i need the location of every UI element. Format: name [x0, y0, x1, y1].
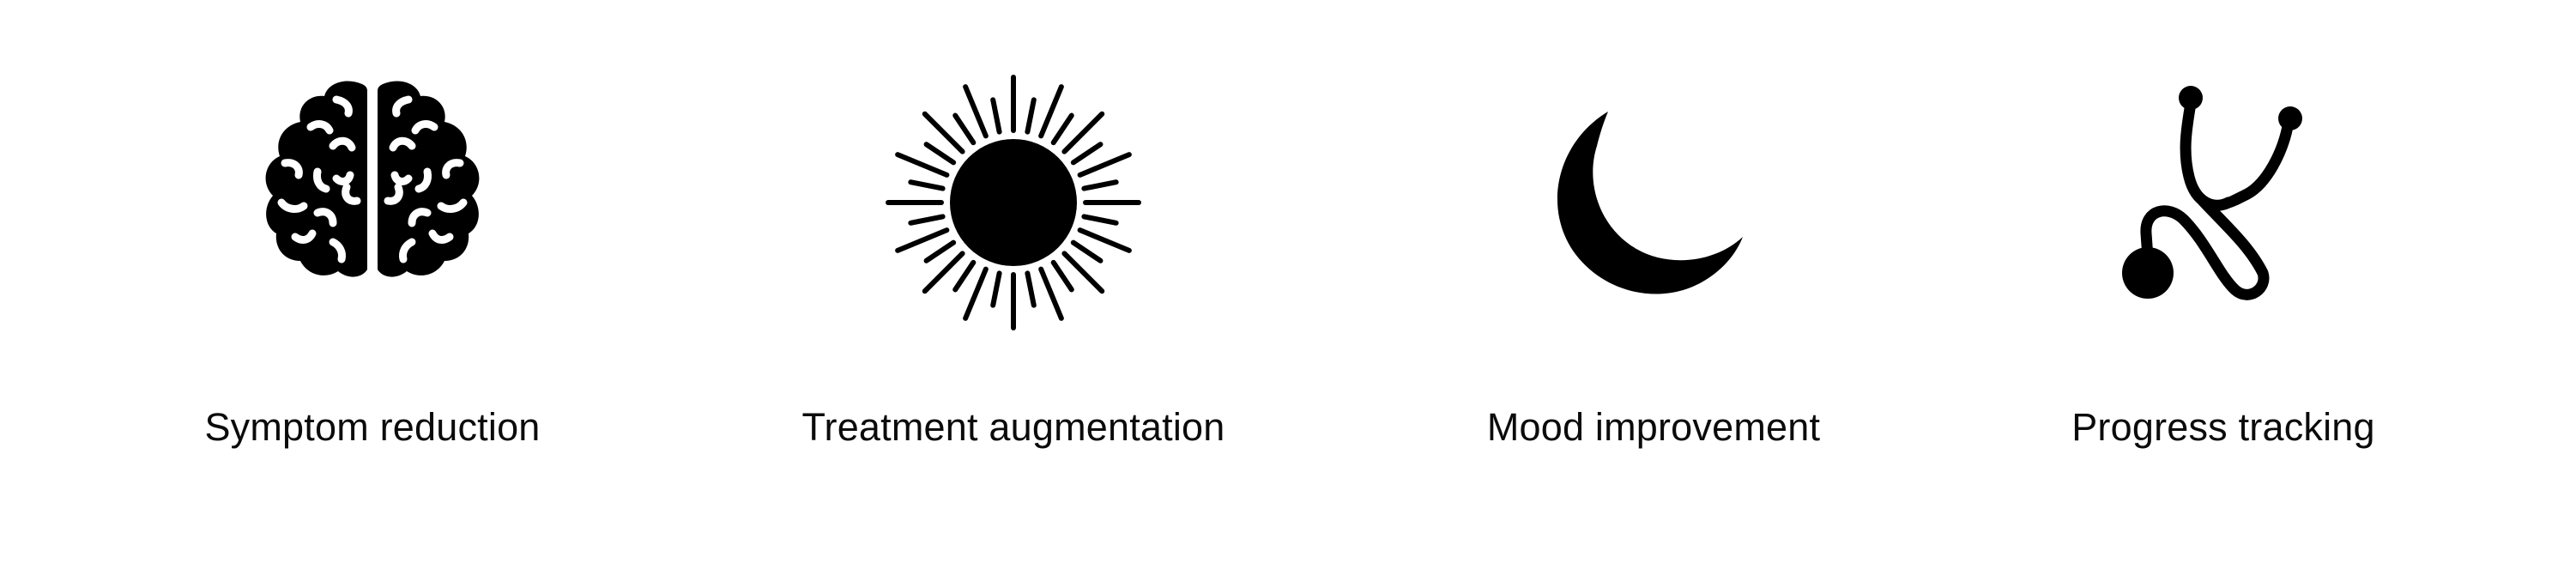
sun-ray — [908, 179, 946, 191]
feature-progress-tracking: Progress tracking — [1923, 0, 2524, 563]
sun-icon — [885, 74, 1142, 331]
sun-ray — [895, 227, 950, 253]
sun-ray — [922, 111, 965, 154]
sun-ray — [1077, 152, 1132, 178]
sun-ray — [1038, 84, 1064, 139]
feature-treatment-augmentation: Treatment augmentation — [713, 0, 1314, 563]
sun-ray — [923, 142, 957, 166]
feature-label-progress-tracking: Progress tracking — [2071, 405, 2375, 449]
sun-ray — [922, 251, 965, 294]
sun-ray — [1081, 214, 1119, 226]
sun-ray — [963, 84, 989, 139]
crescent-moon-icon — [1525, 74, 1782, 331]
sun-ray — [1025, 270, 1037, 308]
sun-ray — [1077, 227, 1132, 253]
feature-label-treatment-augmentation: Treatment augmentation — [801, 405, 1225, 449]
sun-ray — [1070, 142, 1104, 166]
sun-ray — [990, 270, 1002, 308]
sun-ray — [952, 259, 977, 293]
sun-ray — [1038, 266, 1064, 321]
stethoscope-icon — [2095, 74, 2352, 331]
feature-symptom-reduction: Symptom reduction — [72, 0, 673, 563]
sun-ray — [1025, 97, 1037, 135]
sun-ray — [1081, 179, 1119, 191]
sun-ray — [895, 152, 950, 178]
feature-label-symptom-reduction: Symptom reduction — [204, 405, 541, 449]
sun-ray — [990, 97, 1002, 135]
brain-icon — [244, 74, 501, 331]
sun-ray — [1070, 239, 1104, 263]
sun-ray — [1061, 251, 1105, 294]
sun-ray — [923, 239, 957, 263]
sun-ray — [1050, 112, 1074, 146]
sun-ray — [1050, 259, 1074, 293]
sun-ray — [1061, 111, 1105, 154]
sun-ray — [952, 112, 977, 146]
feature-label-mood-improvement: Mood improvement — [1486, 405, 1821, 449]
feature-mood-improvement: Mood improvement — [1353, 0, 1954, 563]
sun-ray — [908, 214, 946, 226]
sun-ray — [963, 266, 989, 321]
